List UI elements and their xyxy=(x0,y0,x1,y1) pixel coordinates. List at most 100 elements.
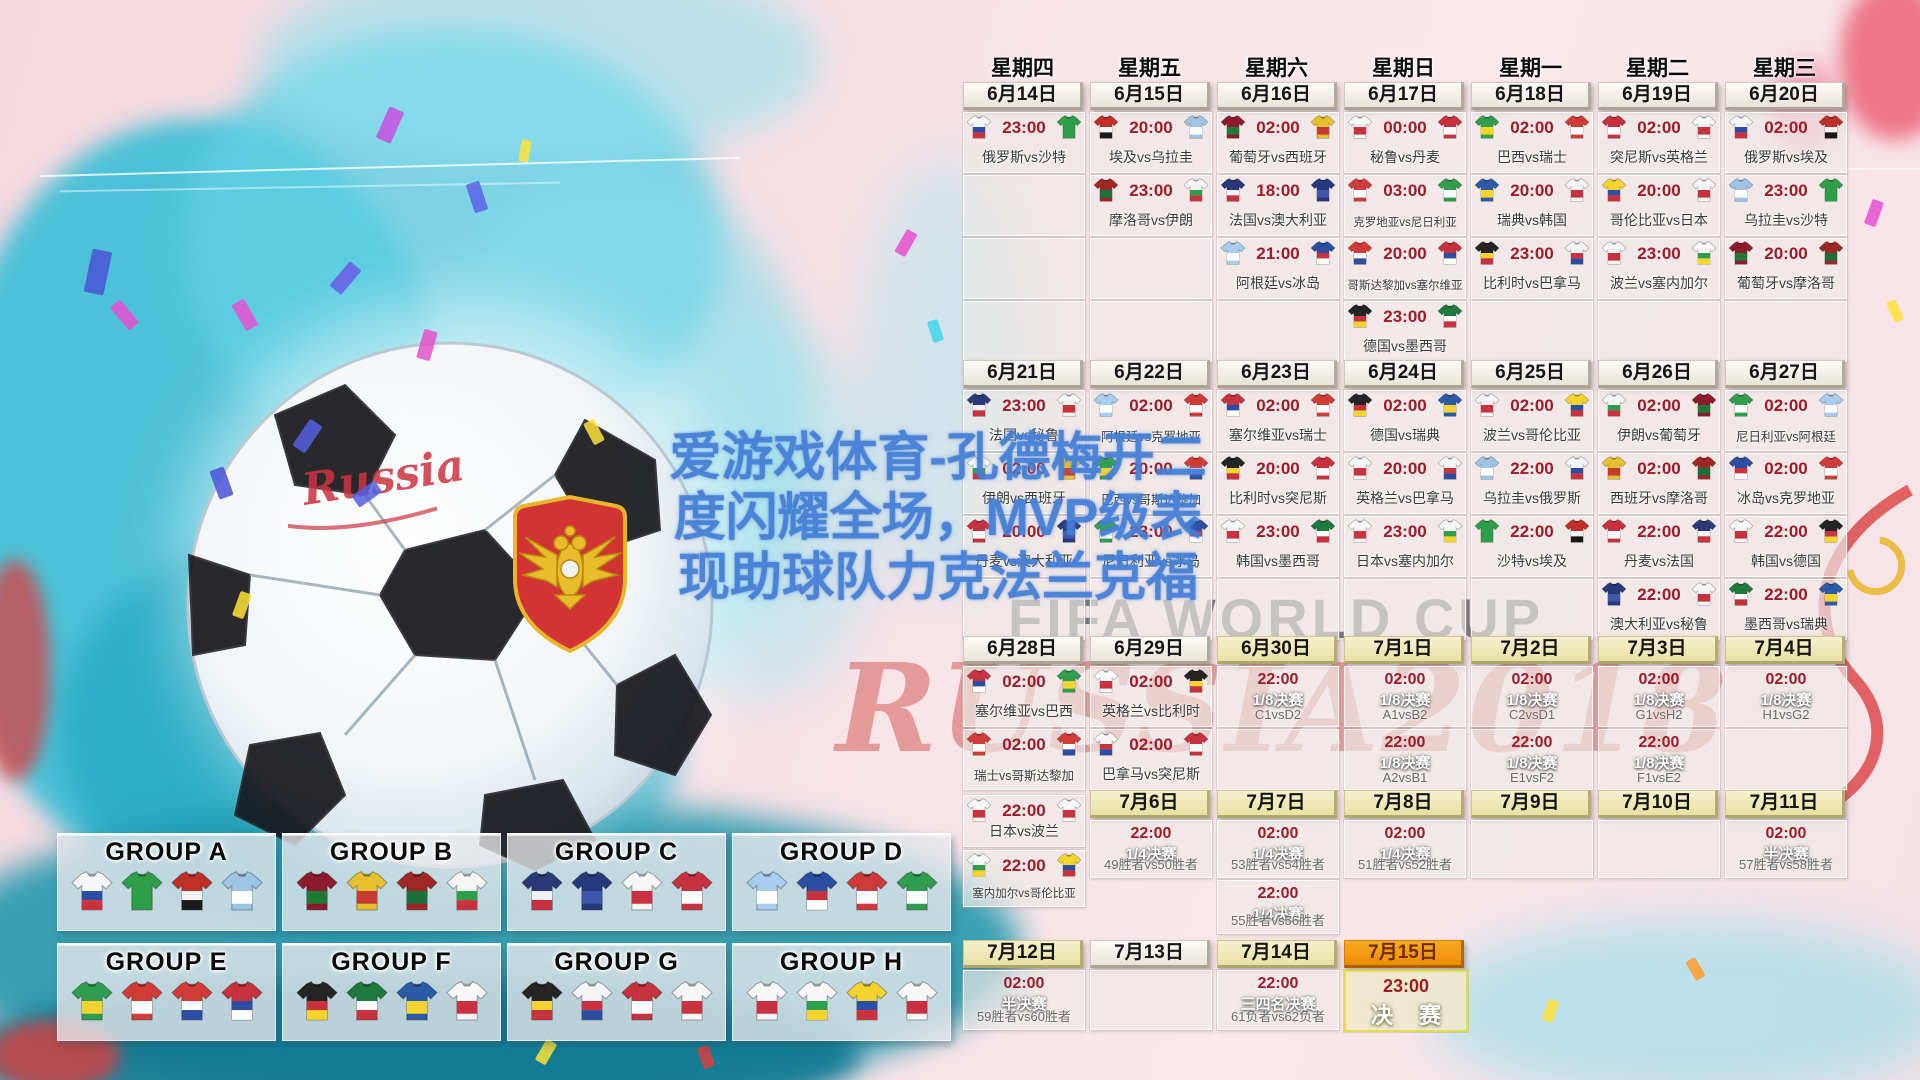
match-time: 22:00 xyxy=(1511,734,1553,751)
match-cell: 23:00 乌拉圭vs沙特 xyxy=(1725,175,1847,236)
match-time: 23:00 xyxy=(1383,307,1427,326)
match-cell: 23:00 韩国vs墨西哥 xyxy=(1217,516,1339,577)
jersey-france-icon xyxy=(1220,178,1246,202)
jersey-morocco-icon xyxy=(395,870,438,911)
empty-cell xyxy=(1725,301,1847,362)
date-box-7月10日: 7月10日 xyxy=(1598,790,1718,818)
match-cell: 02:00 德国vs瑞典 xyxy=(1344,390,1466,451)
group-jerseys xyxy=(282,980,501,1026)
match-time: 23:00 xyxy=(1002,396,1046,415)
group-jerseys xyxy=(57,870,276,916)
pairing-label: 59胜者vs60胜者 xyxy=(977,1009,1071,1024)
jersey-sweden-icon xyxy=(1437,393,1463,417)
knockout-cell: 22:00 1/8决赛 E1vsF2 xyxy=(1471,729,1593,790)
match-time: 20:00 xyxy=(1383,459,1427,478)
stage-label: 1/8决赛 xyxy=(1506,692,1558,709)
jersey-england-icon xyxy=(1093,669,1119,693)
jersey-poland-icon xyxy=(745,980,788,1021)
match-teams: 巴西vs哥斯达黎加 xyxy=(1100,493,1201,507)
confetti xyxy=(926,318,945,344)
match-cell: 02:00 塞尔维亚vs巴西 xyxy=(963,666,1085,727)
jersey-australia-icon xyxy=(1056,519,1082,543)
weekday-label: 星期四 xyxy=(991,57,1054,80)
jersey-peru-icon xyxy=(1056,393,1082,417)
jersey-colombia-icon xyxy=(1564,393,1590,417)
match-time: 02:00 xyxy=(1637,459,1681,478)
knockout-cell: 22:00 1/4决赛 55胜者vs56胜者 xyxy=(1217,880,1339,934)
match-time: 23:00 xyxy=(1382,976,1430,996)
date-box-6月26日: 6月26日 xyxy=(1598,360,1718,388)
match-teams: 塞尔维亚vs瑞士 xyxy=(1229,427,1327,443)
match-teams: 葡萄牙vs西班牙 xyxy=(1229,149,1327,165)
match-teams: 阿根廷vs克罗地亚 xyxy=(1100,430,1201,444)
jersey-england-icon xyxy=(1347,456,1373,480)
match-teams: 丹麦vs法国 xyxy=(1624,553,1694,569)
date-box-7月2日: 7月2日 xyxy=(1471,636,1591,664)
pairing-label: G1vsH2 xyxy=(1635,707,1683,722)
empty-cell xyxy=(1471,301,1593,362)
jersey-japan-icon xyxy=(895,980,938,1021)
jersey-korea-icon xyxy=(1220,519,1246,543)
jersey-korea-icon xyxy=(1728,519,1754,543)
knockout-cell: 02:00 半决赛 59胜者vs60胜者 xyxy=(963,970,1085,1030)
group-jerseys xyxy=(57,980,276,1026)
empty-cell xyxy=(1217,729,1339,790)
jersey-peru-icon xyxy=(620,870,663,911)
jersey-costarica-icon xyxy=(1347,241,1373,265)
match-cell: 02:00 伊朗vs葡萄牙 xyxy=(1598,390,1720,451)
match-time: 02:00 xyxy=(1256,396,1300,415)
match-cell: 22:00 塞内加尔vs哥伦比亚 xyxy=(963,850,1085,907)
stage-label: 1/4决赛 xyxy=(1125,846,1177,863)
match-time: 20:00 xyxy=(1637,181,1681,200)
knockout-cell: 02:00 1/4决赛 53胜者vs54胜者 xyxy=(1217,820,1339,878)
match-teams: 波兰vs塞内加尔 xyxy=(1610,275,1708,291)
empty-cell xyxy=(1090,238,1212,299)
stage-label: 1/8决赛 xyxy=(1506,755,1558,772)
match-time: 02:00 xyxy=(1764,459,1808,478)
match-teams: 伊朗vs葡萄牙 xyxy=(1617,427,1701,443)
match-cell: 23:00 德国vs墨西哥 xyxy=(1344,301,1466,362)
match-time: 23:00 xyxy=(1002,118,1046,137)
match-time: 23:00 xyxy=(1764,181,1808,200)
match-cell: 02:00 英格兰vs比利时 xyxy=(1090,666,1212,727)
jersey-denmark-icon xyxy=(966,519,992,543)
jersey-morocco-icon xyxy=(1093,178,1119,202)
empty-cell xyxy=(1598,820,1720,878)
match-time: 23:00 xyxy=(1129,522,1173,541)
match-cell: 02:00 瑞士vs哥斯达黎加 xyxy=(963,729,1085,790)
jersey-colombia-icon xyxy=(1056,853,1082,877)
cyan-wash xyxy=(1430,920,1920,1080)
group-jerseys xyxy=(282,870,501,916)
pairing-label: 51胜者vs52胜者 xyxy=(1358,857,1452,872)
stage-label: 1/8决赛 xyxy=(1379,755,1431,772)
jersey-egypt-icon xyxy=(170,870,213,911)
match-teams: 法国vs澳大利亚 xyxy=(1229,212,1327,228)
match-time: 22:00 xyxy=(1384,734,1426,751)
date-box-7月9日: 7月9日 xyxy=(1471,790,1591,818)
group-box-E: GROUP E xyxy=(57,943,276,1041)
match-teams: 比利时vs突尼斯 xyxy=(1229,490,1327,506)
jersey-panama-icon xyxy=(1564,241,1590,265)
match-teams: 澳大利亚vs秘鲁 xyxy=(1610,616,1708,632)
jersey-france-icon xyxy=(966,393,992,417)
match-time: 22:00 xyxy=(1257,671,1299,688)
date-box-6月28日: 6月28日 xyxy=(963,636,1083,664)
match-cell: 22:00 沙特vs埃及 xyxy=(1471,516,1593,577)
stage-label: 1/8决赛 xyxy=(1760,692,1812,709)
date-box-6月24日: 6月24日 xyxy=(1344,360,1464,388)
jersey-australia-icon xyxy=(1601,582,1627,606)
match-cell: 20:00 巴西vs哥斯达黎加 xyxy=(1090,453,1212,514)
knockout-cell: 22:00 三四名决赛 61负者vs62负者 xyxy=(1217,970,1339,1030)
match-time: 00:00 xyxy=(1383,118,1427,137)
empty-cell xyxy=(963,579,1085,640)
match-time: 02:00 xyxy=(1637,396,1681,415)
jersey-japan-icon xyxy=(1347,519,1373,543)
match-teams: 日本vs波兰 xyxy=(989,823,1059,839)
match-time: 23:00 xyxy=(1637,244,1681,263)
jersey-denmark-icon xyxy=(1601,519,1627,543)
match-teams: 瑞典vs韩国 xyxy=(1497,212,1567,228)
jersey-germany-icon xyxy=(1347,393,1373,417)
group-box-B: GROUP B xyxy=(282,833,501,931)
confetti xyxy=(375,106,405,144)
jersey-panama-icon xyxy=(570,980,613,1021)
